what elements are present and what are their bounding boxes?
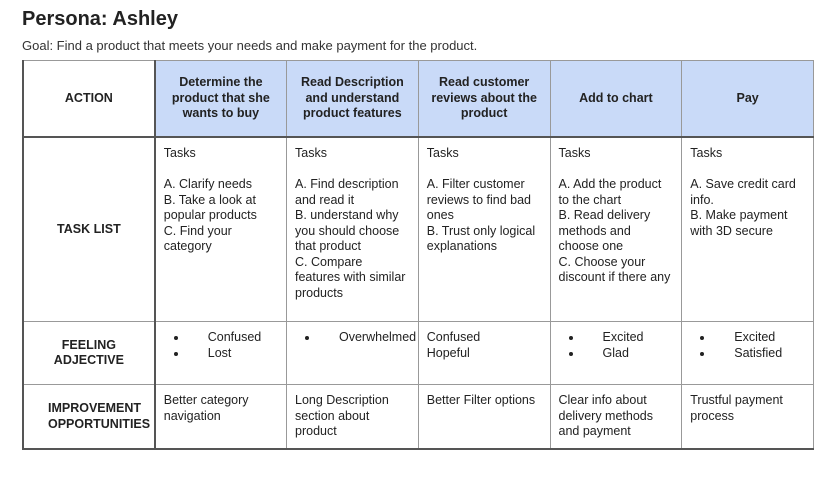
header-cell: Determine the product that she wants to … [154, 60, 287, 138]
cell-text: Better category navigation [163, 393, 249, 423]
header-cell: Read Description and understand product … [286, 60, 419, 138]
header-cell: Pay [681, 60, 814, 138]
task-item: C. Find your category [163, 223, 232, 254]
cell: Trustful payment process [681, 384, 814, 450]
row-label: TASK LIST [22, 136, 156, 322]
task-item: A. Find description and read it [295, 177, 399, 207]
row-label: FEELING ADJECTIVE [22, 321, 156, 385]
task-item: A. Clarify needs [163, 177, 252, 191]
task-item: B. Take a look at popular products [163, 192, 257, 223]
cell: ExcitedSatisfied [681, 321, 814, 385]
bullet-item: Satisfied [714, 346, 805, 362]
spacer [690, 162, 805, 178]
spacer [427, 162, 542, 178]
task-item: B. Trust only logical explanations [426, 223, 536, 254]
cell: Tasks A. Filter customer reviews to find … [417, 136, 551, 322]
bullet-list: ConfusedLost [164, 330, 278, 361]
table-row: TASK LIST Tasks A. Clarify needs B. Take a … [22, 136, 814, 322]
bullet-item: Confused [188, 330, 278, 346]
cell-text: Trustful payment process [690, 393, 783, 423]
cell: Long Description section about product [286, 384, 419, 450]
table-row: FEELING ADJECTIVEConfusedLostOverwhelmed… [22, 321, 814, 385]
bullet-item: Lost [188, 346, 278, 362]
cell-text: Clear info about delivery methods and pa… [558, 393, 654, 438]
bullet-list: ExcitedSatisfied [690, 330, 805, 361]
bullet-item: Excited [583, 330, 674, 346]
cell-heading: Tasks [558, 146, 591, 160]
header-cell: Add to chart [549, 60, 683, 138]
spacer [295, 162, 410, 178]
journey-table: ACTION Determine the product that she wan… [22, 60, 814, 450]
cell-text: Better Filter options [426, 393, 536, 407]
header-cell: ACTION [22, 60, 156, 138]
task-item: A. Filter customer reviews to find bad o… [426, 177, 531, 222]
goal: Goal: Find a product that meets your nee… [22, 38, 478, 53]
bullet-list: ExcitedGlad [559, 330, 674, 361]
cell-heading: Tasks [426, 146, 459, 160]
bullet-item: Overwhelmed [319, 330, 416, 346]
text-line: Confused [426, 330, 481, 344]
task-item: B. understand why you should choose that… [295, 208, 400, 253]
task-item: C. Choose your discount if there any [558, 254, 671, 285]
cell-heading: Tasks [163, 146, 196, 160]
bullet-item: Excited [714, 330, 805, 346]
task-item: B. Read delivery methods and choose one [558, 208, 651, 253]
cell-heading: Tasks [295, 146, 327, 160]
text-line: Hopeful [426, 345, 470, 360]
bullet-item: Glad [583, 346, 674, 362]
title: Persona: Ashley [22, 8, 178, 30]
cell: Tasks A. Find description and read it B. u… [286, 136, 419, 322]
cell-heading: Tasks [690, 146, 723, 160]
task-item: A. Add the product to the chart [558, 177, 662, 207]
cell: Tasks A. Clarify needs B. Take a look at p… [154, 136, 287, 322]
cell: Confused Hopeful [417, 321, 551, 385]
header-row: ACTION Determine the product that she wan… [22, 60, 814, 138]
task-item: A. Save credit card info. [690, 177, 796, 207]
cell: Overwhelmed [286, 321, 419, 385]
task-item: B. Make payment with 3D secure [690, 208, 788, 238]
cell: ExcitedGlad [549, 321, 683, 385]
cell: ConfusedLost [154, 321, 287, 385]
header-cell: Read customer reviews about the product [417, 60, 551, 138]
cell: Clear info about delivery methods and pa… [549, 384, 683, 450]
cell: Better category navigation [154, 384, 287, 450]
spacer [559, 162, 674, 178]
table-row: IMPROVEMENT OPPORTUNITIES Better category… [22, 384, 814, 450]
cell: Tasks A. Save credit card info. B. Make pa… [681, 136, 814, 322]
task-item: C. Compare features with similar product… [295, 254, 406, 300]
row-label: IMPROVEMENT OPPORTUNITIES [22, 384, 156, 450]
cell: Tasks A. Add the product to the chart B. R… [549, 136, 683, 322]
cell-text: Long Description section about product [295, 393, 389, 438]
spacer [164, 162, 278, 178]
bullet-list: Overwhelmed [295, 330, 416, 346]
cell: Better Filter options [417, 384, 551, 450]
